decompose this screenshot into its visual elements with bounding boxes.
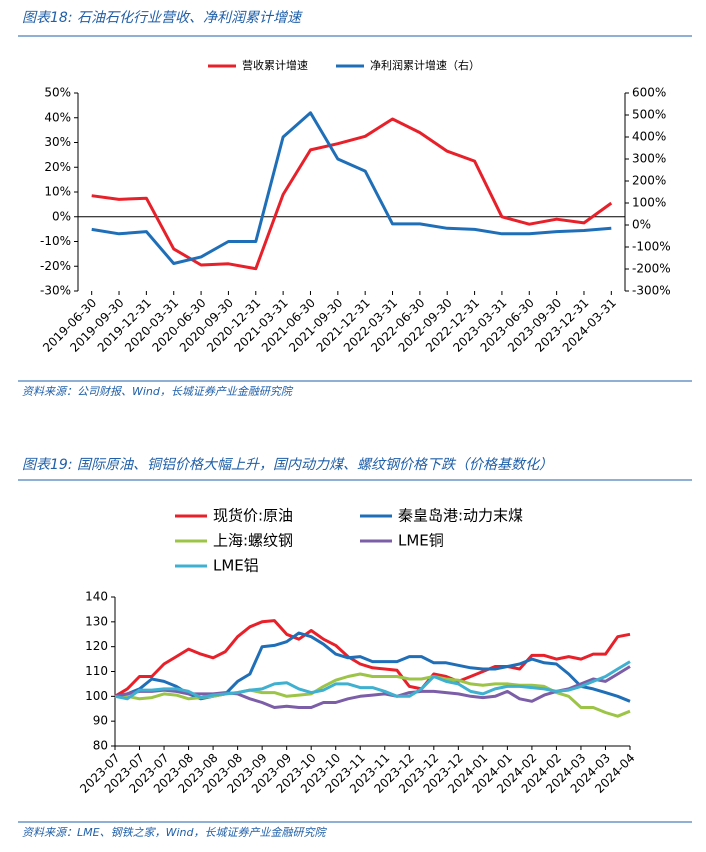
legend-label: 秦皇岛港:动力末煤: [398, 507, 523, 525]
y-tick-label: 30%: [44, 135, 71, 149]
series-line: [91, 111, 612, 265]
y2-tick-label: 300%: [632, 152, 666, 166]
y2-tick-label: 600%: [632, 86, 666, 100]
source: 资料来源：公司财报、Wind，长城证券产业金融研究院: [22, 385, 294, 398]
y2-tick-label: -200%: [632, 262, 671, 276]
series-line: [114, 660, 631, 701]
y-tick-label: 10%: [44, 185, 71, 199]
figure-title: 图表19: 国际原油、铜铝价格大幅上升，国内动力煤、螺纹钢价格下跌（价格基数化）: [22, 457, 553, 473]
figure-title: 图表18: 石油石化行业营收、净利润累计增速: [22, 10, 303, 26]
series-line: [114, 619, 631, 698]
y-tick-label: 100: [85, 689, 108, 703]
y-tick-label: -10%: [40, 234, 71, 248]
legend-label: LME铜: [398, 532, 444, 550]
y-tick-label: 90: [93, 714, 108, 728]
y-tick-label: 130: [85, 614, 108, 628]
source: 资料来源：LME、钢铁之家，Wind，长城证券产业金融研究院: [22, 826, 327, 839]
legend-label: LME铝: [213, 557, 259, 575]
y-tick-label: 80: [93, 739, 108, 753]
y-tick-label: 140: [85, 590, 108, 604]
legend-label: 净利润累计增速（右）: [370, 58, 480, 72]
y2-tick-label: -100%: [632, 240, 671, 254]
y2-tick-label: 100%: [632, 196, 666, 210]
y2-tick-label: 0%: [632, 218, 651, 232]
y-tick-label: 0%: [52, 209, 71, 223]
y2-tick-label: 200%: [632, 174, 666, 188]
legend-label: 营收累计增速: [242, 58, 308, 72]
y-tick-label: 20%: [44, 160, 71, 174]
y2-tick-label: 400%: [632, 130, 666, 144]
series-line: [91, 117, 613, 271]
y-tick-label: 120: [85, 639, 108, 653]
series-line: [114, 665, 631, 709]
y-tick-label: 110: [85, 664, 108, 678]
legend-label: 上海:螺纹钢: [213, 532, 293, 550]
y-tick-label: -30%: [40, 284, 71, 298]
y-tick-label: -20%: [40, 259, 71, 273]
legend-label: 现货价:原油: [213, 507, 293, 525]
y2-tick-label: 500%: [632, 108, 666, 122]
y-tick-label: 40%: [44, 110, 71, 124]
y2-tick-label: -300%: [632, 284, 671, 298]
y-tick-label: 50%: [44, 86, 71, 100]
